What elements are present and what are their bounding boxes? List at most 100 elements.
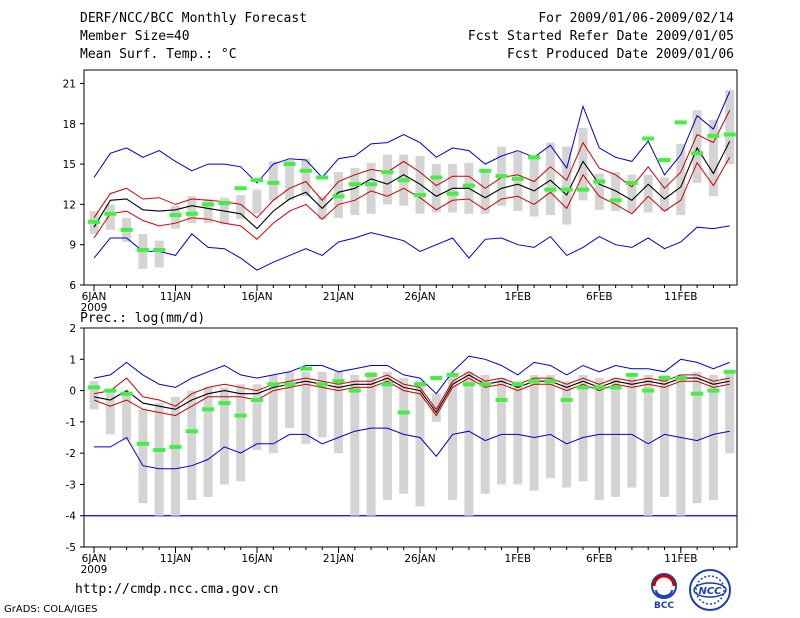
prec-spread-box <box>138 409 148 504</box>
prec-plot-frame <box>83 327 738 548</box>
member-size-label: Member Size=40 <box>80 29 190 44</box>
prec-year-label: 2009 <box>81 564 108 576</box>
prec-observed-mark <box>625 372 638 377</box>
temp-observed-mark <box>299 168 312 173</box>
temp-spread-box <box>611 172 621 212</box>
prec-y-tick-label: 0 <box>69 386 76 398</box>
temp-spread-box <box>529 156 539 217</box>
prec-spread-box <box>448 374 458 501</box>
temp-spread-box <box>301 158 311 197</box>
temp-observed-mark <box>707 133 720 138</box>
temp-observed-mark <box>136 248 149 253</box>
chart-title: DERF/NCC/BCC Monthly Forecast <box>80 11 307 26</box>
temp-max-line <box>93 91 731 184</box>
temp-x-tick-label: 21JAN <box>323 291 354 303</box>
prec-spread-box <box>529 374 539 491</box>
temp-observed-mark <box>365 182 378 187</box>
prec-x-tick-label: 1FEB <box>505 553 532 565</box>
temp-spread-box <box>545 142 555 216</box>
temp-observed-mark <box>202 202 215 207</box>
prec-spread-box <box>219 387 229 485</box>
prec-spread-box <box>399 378 409 494</box>
temp-observed-mark <box>381 170 394 175</box>
prec-observed-mark <box>234 413 247 418</box>
prec-spread-box <box>187 390 197 501</box>
temp-observed-mark <box>185 211 198 216</box>
prec-observed-mark <box>577 385 589 390</box>
prec-spread-box <box>415 381 425 507</box>
prec-spread-box <box>725 371 735 454</box>
temp-observed-mark <box>234 186 247 191</box>
temp-observed-mark <box>169 213 182 218</box>
prec-x-tick-label: 16JAN <box>241 553 272 565</box>
temp-spread-box <box>187 196 197 224</box>
prec-observed-mark <box>332 379 345 384</box>
temp-x-tick-label: 26JAN <box>404 291 435 303</box>
prec-observed-mark <box>446 372 459 377</box>
temp-observed-mark <box>283 162 296 167</box>
temp-spread-box <box>513 151 523 212</box>
temp-spread-box <box>382 154 392 205</box>
temp-lower-line <box>93 157 731 240</box>
temp-mean-line <box>93 140 731 230</box>
temp-y-tick-label: 6 <box>69 280 76 292</box>
prec-observed-mark <box>381 382 394 387</box>
prec-mean-line <box>93 374 730 414</box>
prec-spread-box <box>366 371 376 516</box>
prec-y-tick-label: 1 <box>69 354 76 366</box>
prec-observed-mark <box>674 376 687 381</box>
temp-x-tick-label: 6JAN <box>82 291 107 303</box>
prec-observed-mark <box>560 397 573 402</box>
prec-observed-mark <box>609 385 622 390</box>
prec-observed-mark <box>691 391 704 396</box>
prec-spread-box <box>285 371 295 429</box>
temp-observed-mark <box>560 187 573 192</box>
prec-y-tick-label: -5 <box>66 542 76 554</box>
temp-spread-box <box>285 160 295 201</box>
temp-spread-box <box>203 199 213 224</box>
temp-x-tick-label: 11FEB <box>664 291 697 303</box>
temp-observed-mark <box>609 198 622 203</box>
prec-observed-mark <box>723 369 736 374</box>
temp-observed-mark <box>414 192 426 197</box>
temp-observed-mark <box>479 168 492 173</box>
precip-panel-label: Prec.: log(mm/d) <box>80 311 205 326</box>
prec-spread-box <box>545 374 555 479</box>
prec-observed-mark <box>397 410 410 415</box>
prec-observed-mark <box>136 441 149 446</box>
prec-observed-mark <box>642 388 655 393</box>
prec-y-tick-label: -4 <box>66 511 77 523</box>
prec-spread-box <box>252 384 262 451</box>
prec-observed-mark <box>528 379 541 384</box>
temp-observed-mark <box>316 175 329 180</box>
prec-observed-mark <box>479 382 492 387</box>
prec-spread-box <box>154 403 164 516</box>
temp-observed-mark <box>642 136 655 141</box>
temp-observed-mark <box>593 179 606 184</box>
forecast-produced-label: Fcst Produced Date 2009/01/06 <box>507 47 734 62</box>
prec-observed-mark <box>430 376 443 381</box>
prec-spread-box <box>643 374 653 516</box>
prec-spread-box <box>350 374 360 516</box>
prec-lower-line <box>93 377 730 417</box>
temp-observed-mark <box>267 180 280 185</box>
ncc-logo-icon: NCC <box>689 569 731 611</box>
prec-spread-box <box>692 371 702 504</box>
temp-observed-mark <box>658 158 671 163</box>
temp-spread-box <box>415 156 425 214</box>
source-url[interactable]: http://cmdp.ncc.cma.gov.cn <box>75 582 279 597</box>
prec-spread-box <box>497 378 506 485</box>
temp-spread-box <box>594 173 604 210</box>
temp-min-line <box>93 225 730 271</box>
temp-observed-mark <box>625 180 638 185</box>
prec-y-tick-label: 2 <box>69 323 76 335</box>
temp-observed-mark <box>332 194 345 199</box>
temp-spread-box <box>431 164 441 213</box>
temp-spread-box <box>660 177 669 212</box>
temp-spread-box <box>578 127 588 201</box>
temp-y-tick-label: 18 <box>63 119 76 131</box>
prec-y-tick-label: -3 <box>66 479 76 491</box>
prec-observed-mark <box>88 385 100 390</box>
temp-x-tick-label: 6FEB <box>586 291 613 303</box>
